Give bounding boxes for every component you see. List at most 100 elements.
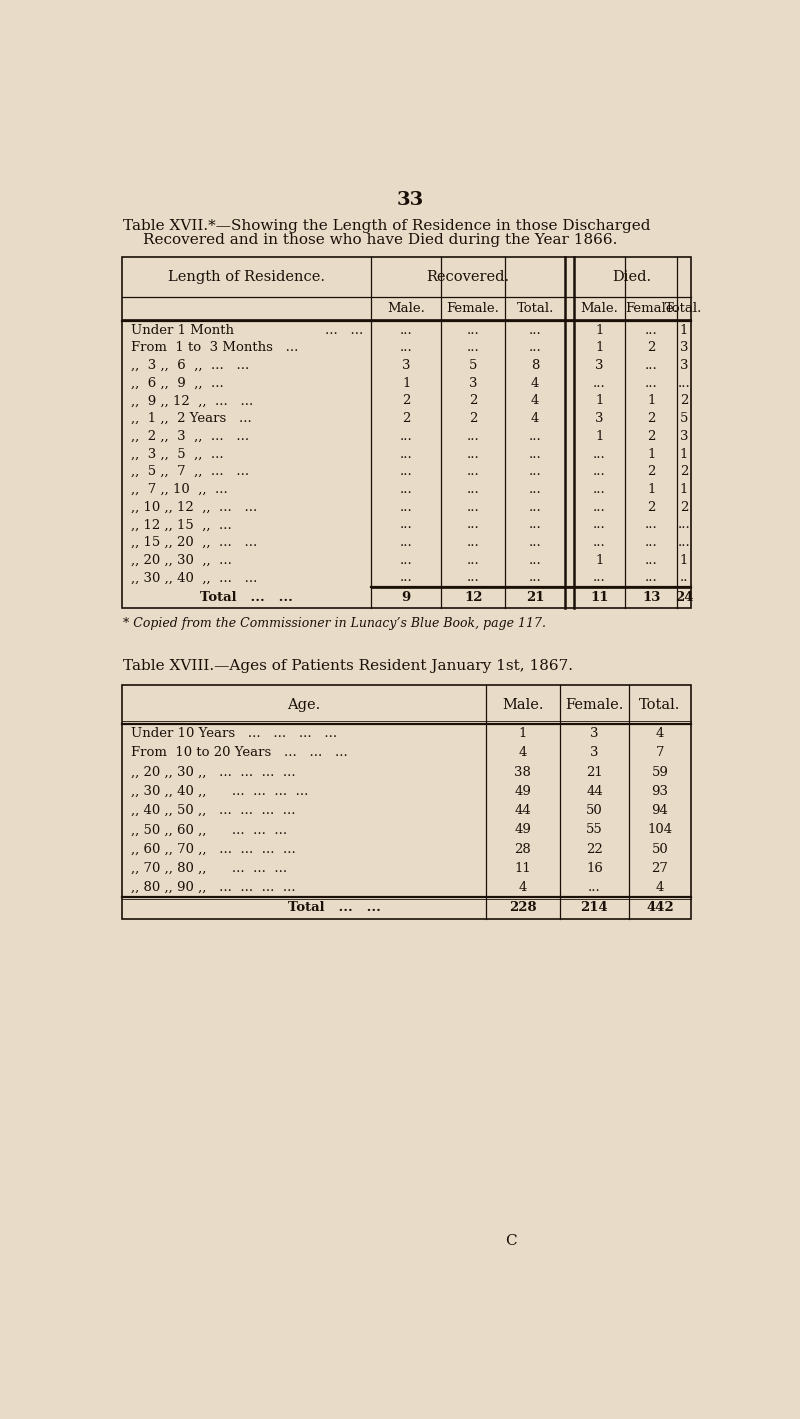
Text: 2: 2 bbox=[680, 394, 688, 407]
Text: Total.: Total. bbox=[639, 698, 681, 712]
Text: ,, 15 ,, 20  ,,  ...   ...: ,, 15 ,, 20 ,, ... ... bbox=[131, 536, 258, 549]
Text: ...   ...: ... ... bbox=[326, 324, 363, 336]
Text: ...: ... bbox=[645, 359, 658, 372]
Text: ...: ... bbox=[588, 881, 601, 894]
Text: 1: 1 bbox=[680, 482, 688, 497]
Text: 16: 16 bbox=[586, 861, 603, 874]
Text: ...: ... bbox=[466, 447, 479, 461]
Text: Female.: Female. bbox=[625, 302, 678, 315]
Text: ,, 80 ,, 90 ,,   ...  ...  ...  ...: ,, 80 ,, 90 ,, ... ... ... ... bbox=[131, 881, 296, 894]
Text: 4: 4 bbox=[531, 376, 539, 390]
Text: 1: 1 bbox=[680, 447, 688, 461]
Text: ,, 12 ,, 15  ,,  ...: ,, 12 ,, 15 ,, ... bbox=[131, 518, 232, 531]
Text: ...: ... bbox=[400, 501, 413, 514]
Text: 93: 93 bbox=[651, 785, 669, 797]
Text: 442: 442 bbox=[646, 901, 674, 914]
Text: 2: 2 bbox=[647, 341, 656, 355]
Text: 1: 1 bbox=[647, 394, 656, 407]
Text: 21: 21 bbox=[586, 765, 603, 779]
Text: 1: 1 bbox=[595, 394, 604, 407]
Text: ,,  3 ,,  5  ,,  ...: ,, 3 ,, 5 ,, ... bbox=[131, 447, 224, 461]
Text: 13: 13 bbox=[642, 592, 661, 604]
Text: 49: 49 bbox=[514, 785, 531, 797]
Text: ...: ... bbox=[645, 376, 658, 390]
Text: 4: 4 bbox=[531, 394, 539, 407]
Text: ...: ... bbox=[400, 572, 413, 585]
Text: 1: 1 bbox=[402, 376, 410, 390]
Text: Recovered and in those who have Died during the Year 1866.: Recovered and in those who have Died dur… bbox=[142, 233, 617, 247]
Text: ...: ... bbox=[466, 341, 479, 355]
Text: 50: 50 bbox=[651, 843, 668, 856]
Text: 22: 22 bbox=[586, 843, 603, 856]
Text: ...: ... bbox=[400, 465, 413, 478]
Text: 5: 5 bbox=[469, 359, 478, 372]
Text: ...: ... bbox=[466, 518, 479, 531]
Text: ...: ... bbox=[678, 376, 690, 390]
Text: ...: ... bbox=[466, 465, 479, 478]
Text: 59: 59 bbox=[651, 765, 668, 779]
Text: ...: ... bbox=[529, 518, 542, 531]
Text: ...: ... bbox=[593, 572, 606, 585]
Text: Recovered.: Recovered. bbox=[426, 270, 510, 284]
Text: 2: 2 bbox=[469, 412, 478, 426]
Text: 44: 44 bbox=[514, 805, 531, 817]
Text: ...: ... bbox=[593, 536, 606, 549]
Bar bbox=[122, 257, 690, 609]
Text: Male.: Male. bbox=[581, 302, 618, 315]
Text: ...: ... bbox=[593, 376, 606, 390]
Text: 2: 2 bbox=[680, 465, 688, 478]
Text: 3: 3 bbox=[590, 727, 598, 741]
Text: 3: 3 bbox=[402, 359, 410, 372]
Text: 2: 2 bbox=[402, 394, 410, 407]
Text: 3: 3 bbox=[469, 376, 478, 390]
Text: ...: ... bbox=[645, 536, 658, 549]
Text: ...: ... bbox=[529, 341, 542, 355]
Text: 4: 4 bbox=[656, 727, 664, 741]
Text: 8: 8 bbox=[531, 359, 539, 372]
Text: 1: 1 bbox=[647, 447, 656, 461]
Text: ,,  7 ,, 10  ,,  ...: ,, 7 ,, 10 ,, ... bbox=[131, 482, 228, 497]
Text: ...: ... bbox=[529, 430, 542, 443]
Text: 3: 3 bbox=[595, 412, 604, 426]
Text: Male.: Male. bbox=[387, 302, 425, 315]
Text: ...: ... bbox=[466, 501, 479, 514]
Text: 49: 49 bbox=[514, 823, 531, 836]
Text: 1: 1 bbox=[595, 553, 604, 566]
Text: Table XVII.*—Showing the Length of Residence in those Discharged: Table XVII.*—Showing the Length of Resid… bbox=[123, 219, 650, 233]
Text: ...: ... bbox=[400, 536, 413, 549]
Text: ...: ... bbox=[529, 553, 542, 566]
Text: ,, 30 ,, 40  ,,  ...   ...: ,, 30 ,, 40 ,, ... ... bbox=[131, 572, 258, 585]
Text: ...: ... bbox=[400, 482, 413, 497]
Text: 1: 1 bbox=[595, 341, 604, 355]
Text: 5: 5 bbox=[680, 412, 688, 426]
Text: C: C bbox=[505, 1233, 517, 1247]
Text: ...: ... bbox=[645, 324, 658, 336]
Text: 2: 2 bbox=[680, 501, 688, 514]
Text: 1: 1 bbox=[680, 553, 688, 566]
Text: 21: 21 bbox=[526, 592, 545, 604]
Text: 4: 4 bbox=[656, 881, 664, 894]
Text: 1: 1 bbox=[680, 324, 688, 336]
Text: Died.: Died. bbox=[613, 270, 651, 284]
Text: ...: ... bbox=[593, 465, 606, 478]
Text: ,, 70 ,, 80 ,,      ...  ...  ...: ,, 70 ,, 80 ,, ... ... ... bbox=[131, 861, 287, 874]
Text: ,,  1 ,,  2 Years   ...: ,, 1 ,, 2 Years ... bbox=[131, 412, 252, 426]
Text: 33: 33 bbox=[396, 190, 424, 209]
Text: 2: 2 bbox=[469, 394, 478, 407]
Text: 2: 2 bbox=[647, 465, 656, 478]
Text: Total.: Total. bbox=[517, 302, 554, 315]
Text: ..: .. bbox=[680, 572, 688, 585]
Text: ,,  6 ,,  9  ,,  ...: ,, 6 ,, 9 ,, ... bbox=[131, 376, 224, 390]
Text: 9: 9 bbox=[402, 592, 410, 604]
Text: From  10 to 20 Years   ...   ...   ...: From 10 to 20 Years ... ... ... bbox=[131, 746, 348, 759]
Text: Under 1 Month: Under 1 Month bbox=[131, 324, 234, 336]
Text: 27: 27 bbox=[651, 861, 668, 874]
Text: ,,  3 ,,  6  ,,  ...   ...: ,, 3 ,, 6 ,, ... ... bbox=[131, 359, 250, 372]
Text: ...: ... bbox=[466, 536, 479, 549]
Text: 50: 50 bbox=[586, 805, 603, 817]
Text: ...: ... bbox=[529, 536, 542, 549]
Text: 1: 1 bbox=[595, 324, 604, 336]
Text: 94: 94 bbox=[651, 805, 668, 817]
Text: ...: ... bbox=[645, 518, 658, 531]
Text: 28: 28 bbox=[514, 843, 531, 856]
